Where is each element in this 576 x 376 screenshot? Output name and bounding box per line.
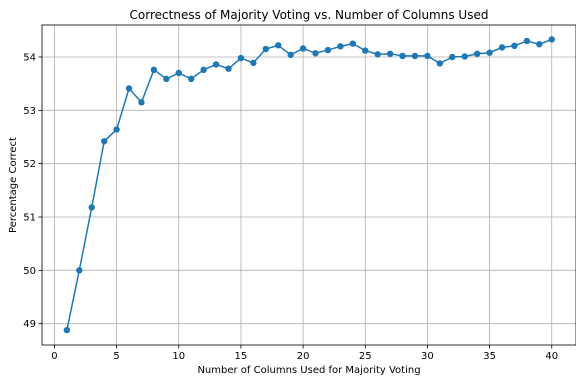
data-point (436, 60, 444, 67)
data-point (212, 61, 220, 68)
data-point (175, 69, 182, 77)
x-tick-label: 5 (113, 351, 119, 362)
data-point (150, 66, 158, 74)
y-tick-label: 49 (23, 319, 36, 330)
data-point (374, 51, 381, 58)
data-point (498, 44, 506, 51)
data-point (225, 65, 232, 72)
data-point (449, 53, 456, 61)
x-axis-label: Number of Columns Used for Majority Voti… (197, 365, 420, 376)
x-tick-label: 0 (51, 351, 57, 362)
x-tick-label: 35 (483, 351, 496, 362)
data-point (76, 267, 83, 274)
data-point (411, 52, 419, 60)
y-tick-label: 50 (23, 266, 36, 277)
data-point (250, 59, 257, 67)
y-tick-label: 51 (23, 213, 36, 224)
data-series (63, 36, 555, 334)
data-point (473, 50, 481, 57)
data-point (312, 50, 319, 57)
chart-title: Correctness of Majority Voting vs. Numbe… (130, 8, 489, 22)
data-point (275, 42, 282, 49)
y-tick-label: 52 (23, 159, 36, 170)
data-point (138, 99, 145, 106)
data-point (113, 126, 120, 133)
grid-lines (42, 25, 576, 345)
data-point (349, 40, 357, 47)
data-point (63, 326, 71, 334)
data-point (511, 42, 518, 49)
y-axis-ticks: 49 50 51 52 53 54 (23, 53, 42, 330)
x-axis-ticks: 0 5 10 15 20 25 30 35 40 (51, 345, 558, 362)
data-point (548, 36, 555, 43)
data-point (237, 54, 245, 62)
series-line (66, 38, 553, 331)
y-tick-label: 53 (23, 106, 36, 117)
x-tick-label: 15 (235, 351, 248, 362)
data-point (461, 53, 468, 60)
data-point (337, 43, 344, 50)
data-point (486, 49, 493, 56)
data-point (523, 37, 531, 45)
data-point (88, 204, 95, 211)
data-point (163, 75, 170, 83)
data-point (362, 47, 369, 54)
data-point (299, 45, 307, 52)
data-point (324, 46, 332, 54)
data-point (187, 75, 195, 83)
data-point (386, 50, 394, 57)
data-point (424, 52, 431, 60)
data-point (100, 138, 108, 145)
data-point (125, 85, 133, 92)
x-tick-label: 10 (172, 351, 185, 362)
plot-frame (41, 24, 576, 346)
data-point (399, 52, 406, 60)
x-tick-label: 30 (421, 351, 434, 362)
data-point (287, 51, 294, 59)
x-tick-label: 40 (545, 351, 558, 362)
y-tick-label: 54 (23, 53, 36, 64)
data-point (536, 41, 543, 48)
x-tick-label: 25 (359, 351, 372, 362)
x-tick-label: 20 (297, 351, 310, 362)
data-point (262, 45, 269, 53)
y-axis-label: Percentage Correct (8, 137, 19, 233)
data-point (200, 66, 207, 74)
